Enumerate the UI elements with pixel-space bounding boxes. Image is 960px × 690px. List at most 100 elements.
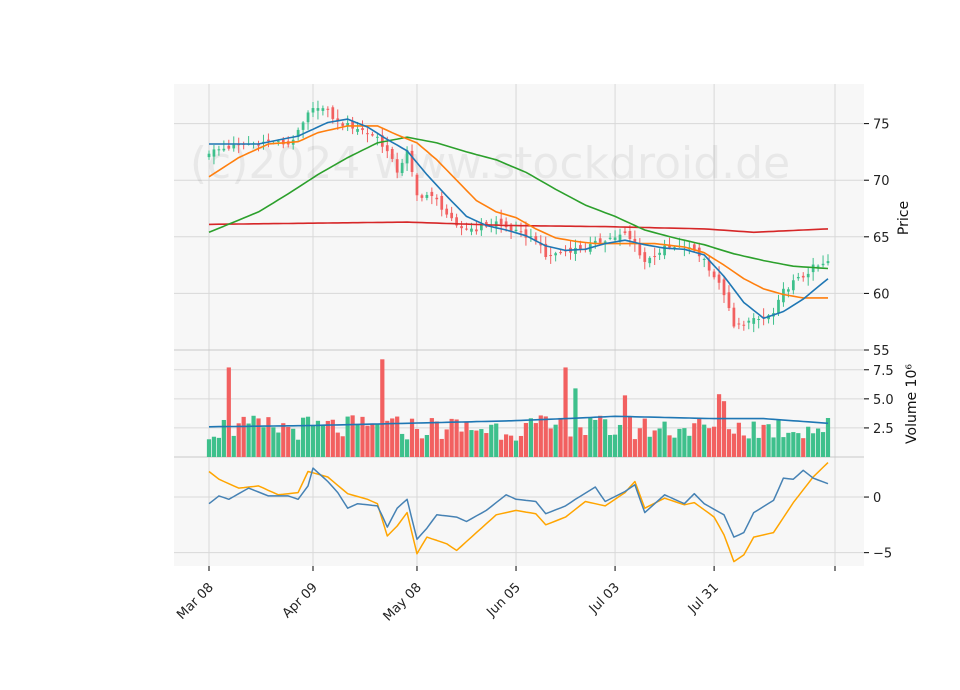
volume-bars xyxy=(206,359,831,457)
candle-body xyxy=(450,212,454,219)
sma-long-line xyxy=(208,221,829,234)
volume-bar xyxy=(360,416,365,457)
volume-bar xyxy=(796,433,801,457)
candle-body xyxy=(519,231,523,233)
volume-tick-label: 7.5 xyxy=(873,364,894,379)
volume-bar xyxy=(672,437,677,457)
candle-body xyxy=(415,174,419,196)
volume-bar xyxy=(291,428,296,457)
volume-bar xyxy=(657,428,662,457)
volume-bar xyxy=(385,420,390,457)
volume-bar xyxy=(528,418,533,457)
volume-bar xyxy=(474,430,479,457)
volume-bar xyxy=(345,416,350,457)
volume-bar xyxy=(697,418,702,457)
candle-body xyxy=(326,108,330,110)
volume-bar xyxy=(573,388,578,457)
indicator-lines xyxy=(208,118,829,563)
candle-body xyxy=(257,144,260,146)
volume-average-line xyxy=(208,415,829,428)
sma-fast-line xyxy=(209,118,829,320)
candle-body xyxy=(613,237,617,240)
candle-body xyxy=(306,112,310,123)
candle-body xyxy=(787,289,790,292)
volume-bar xyxy=(731,433,737,457)
candle-body xyxy=(420,195,424,198)
candle-body xyxy=(717,274,721,283)
volume-bar xyxy=(721,401,727,457)
volume-bar xyxy=(815,428,821,457)
candle-body xyxy=(341,123,345,126)
candle-body xyxy=(281,139,285,145)
volume-bar xyxy=(459,431,464,457)
candle-body xyxy=(623,231,627,234)
volume-bar xyxy=(320,424,326,457)
volume-bar xyxy=(553,424,558,457)
candle-body xyxy=(826,261,830,264)
volume-bar xyxy=(820,432,826,457)
volume-bar xyxy=(276,432,281,457)
volume-bar xyxy=(622,395,628,457)
candle-body xyxy=(346,122,350,126)
volume-bar xyxy=(494,423,499,457)
volume-bar xyxy=(558,417,563,457)
candle-body xyxy=(737,323,741,325)
volume-bar xyxy=(246,423,251,457)
candle-body xyxy=(351,121,354,129)
price-tick-label: 70 xyxy=(873,174,890,189)
candle-body xyxy=(673,247,676,249)
volume-bar xyxy=(791,432,796,457)
candle-body xyxy=(796,276,800,279)
candle-body xyxy=(400,162,404,174)
volume-bar xyxy=(692,423,697,457)
candle-body xyxy=(702,258,706,260)
x-tick-label: Jul 31 xyxy=(685,580,722,617)
volume-bar xyxy=(330,419,335,457)
candle-body xyxy=(806,273,810,278)
volume-bar xyxy=(286,426,291,457)
volume-bar xyxy=(632,439,637,457)
candle-body xyxy=(524,229,528,238)
volume-bar xyxy=(449,418,454,457)
candle-body xyxy=(707,260,711,271)
candle-body xyxy=(554,253,558,256)
candle-body xyxy=(460,226,463,229)
volume-bar xyxy=(504,434,509,457)
candle-body xyxy=(544,243,548,258)
candle-body xyxy=(648,257,652,264)
volume-bar xyxy=(241,416,246,457)
candle-body xyxy=(732,307,736,327)
candle-body xyxy=(376,136,379,138)
volume-bar xyxy=(261,427,266,457)
volume-bar xyxy=(771,437,776,457)
price-tick-label: 55 xyxy=(873,344,890,359)
candle-body xyxy=(742,324,746,326)
volume-axis-label: Volume 10⁶ xyxy=(904,364,920,444)
candle-body xyxy=(534,236,538,242)
volume-bar xyxy=(578,427,583,457)
volume-bar xyxy=(211,436,217,457)
candle-body xyxy=(514,229,518,232)
candle-body xyxy=(811,264,815,273)
x-tick-label: Apr 09 xyxy=(280,580,321,621)
volume-bar xyxy=(687,435,692,457)
candle-body xyxy=(232,144,236,149)
candle-body xyxy=(371,134,374,136)
volume-bar xyxy=(414,428,420,457)
volume-bar xyxy=(315,420,321,457)
volume-bar xyxy=(702,424,707,457)
candle-body xyxy=(722,279,726,296)
volume-bar xyxy=(419,438,425,457)
watermark: (c)2024 www.stockdroid.de xyxy=(190,138,790,189)
volume-bar xyxy=(736,422,741,457)
candle-body xyxy=(816,265,820,267)
candle-body xyxy=(574,247,577,254)
volume-bar xyxy=(335,432,340,457)
candle-body xyxy=(475,229,478,232)
volume-bar xyxy=(434,421,439,457)
volume-bar xyxy=(667,435,672,457)
volume-bar xyxy=(766,424,771,457)
volume-bar xyxy=(231,435,236,457)
volume-bar xyxy=(499,439,504,457)
volume-bar xyxy=(424,434,429,457)
